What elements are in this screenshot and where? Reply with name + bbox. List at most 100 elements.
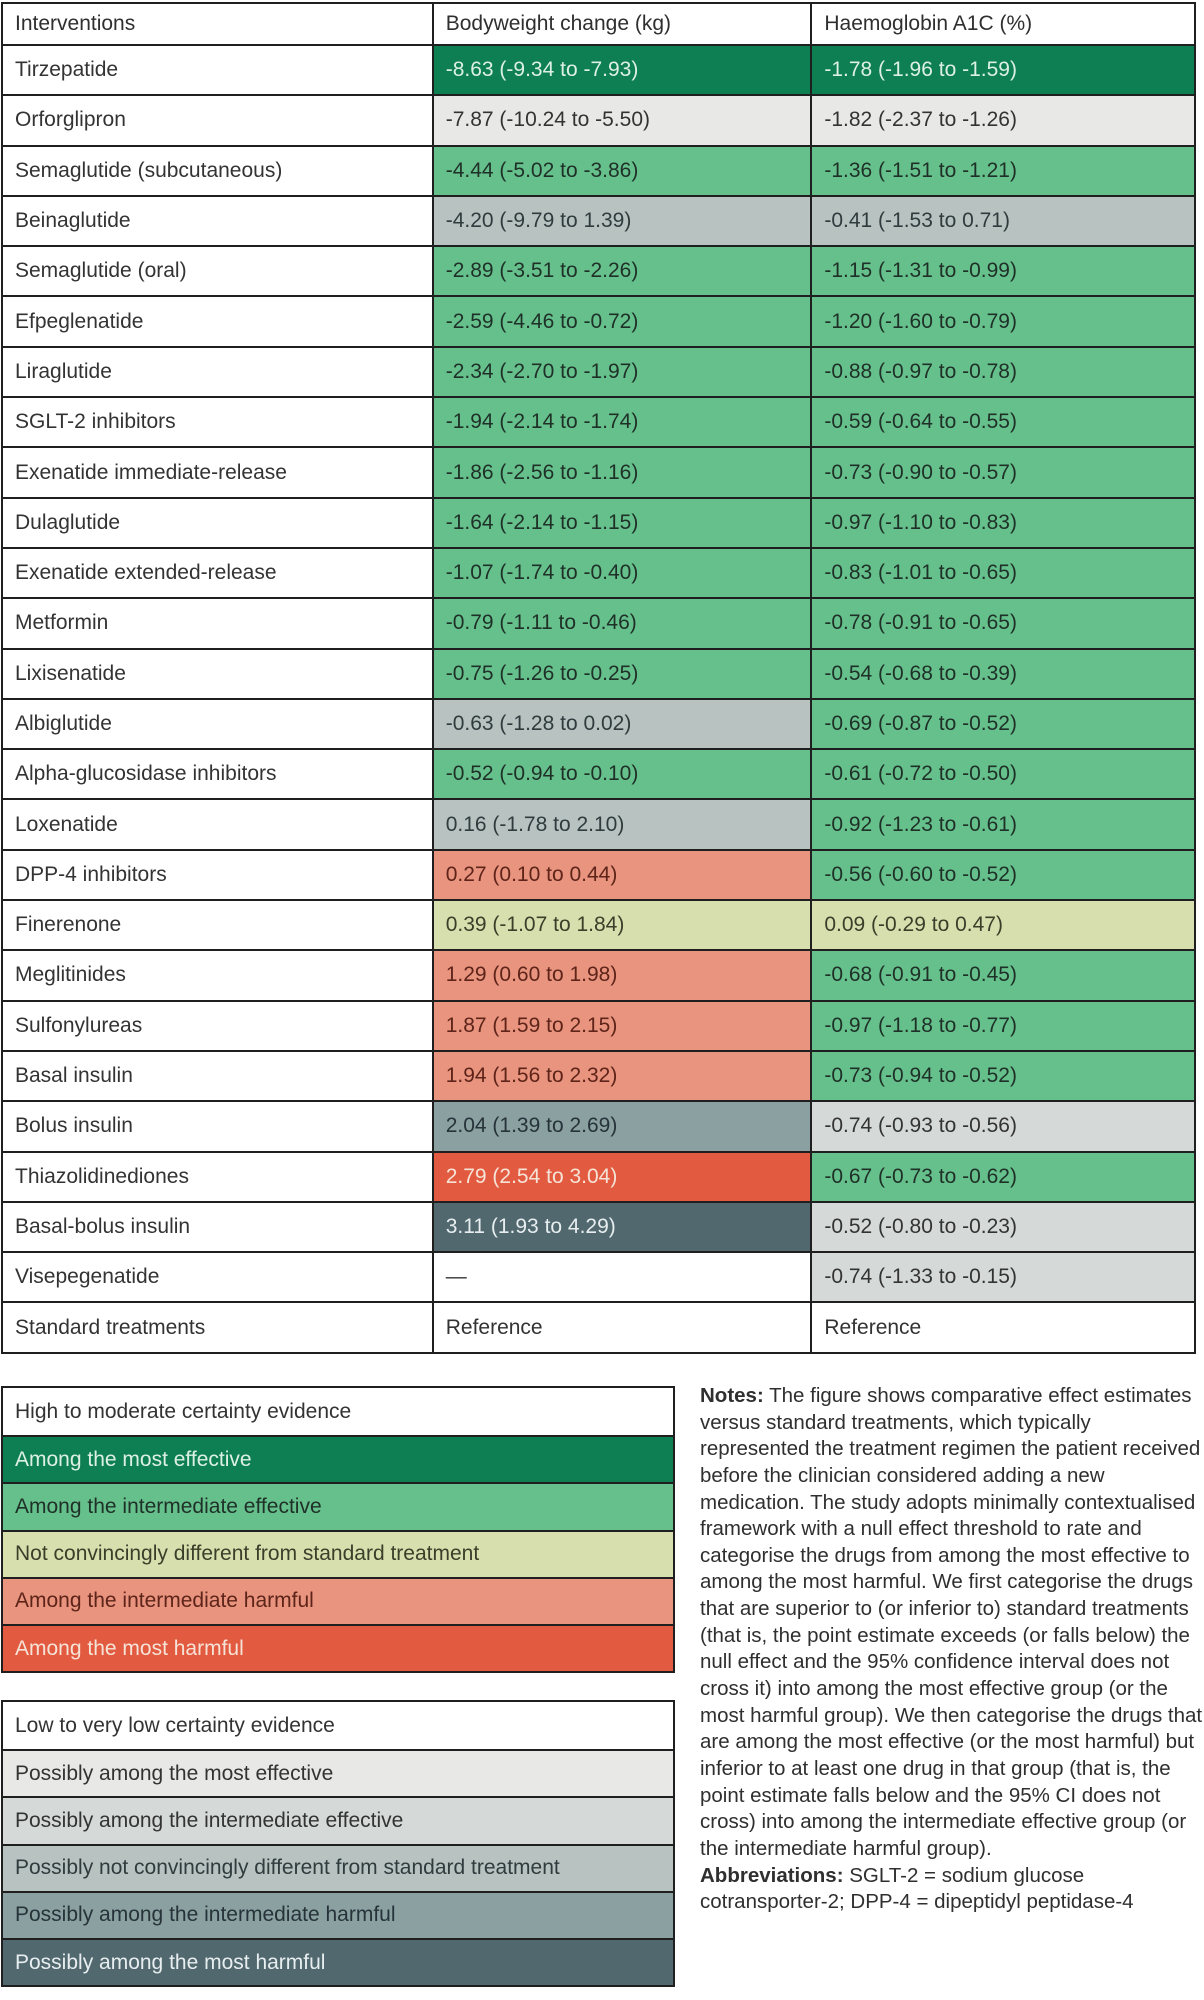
a1c-cell: -1.78 (-1.96 to -1.59) — [810, 43, 1196, 97]
a1c-cell: -0.92 (-1.23 to -0.61) — [810, 798, 1196, 851]
a1c-cell: -0.56 (-0.60 to -0.52) — [810, 848, 1196, 902]
bodyweight-cell: -2.59 (-4.46 to -0.72) — [431, 295, 813, 348]
intervention-cell: Orforglipron — [1, 94, 434, 147]
bodyweight-cell: -1.86 (-2.56 to -1.16) — [431, 446, 813, 499]
table-row: Basal insulin 1.94 (1.56 to 2.32) -0.73 (-… — [1, 1049, 1196, 1103]
intervention-cell: Loxenatide — [1, 798, 434, 851]
intervention-cell: Bolus insulin — [1, 1100, 434, 1153]
bodyweight-cell: 0.39 (-1.07 to 1.84) — [431, 899, 813, 952]
table-row: Basal-bolus insulin 3.11 (1.93 to 4.29) -0… — [1, 1200, 1196, 1254]
bodyweight-cell: 1.29 (0.60 to 1.98) — [431, 949, 813, 1002]
table-row: Dulaglutide -1.64 (-2.14 to -1.15) -0.97 (… — [1, 496, 1196, 549]
notes-paragraph: Notes: The figure shows comparative effe… — [700, 1383, 1204, 1863]
bodyweight-cell: Reference — [431, 1301, 813, 1354]
intervention-cell: Basal insulin — [1, 1049, 434, 1103]
bodyweight-cell: -0.75 (-1.26 to -0.25) — [431, 647, 813, 700]
bodyweight-cell: -2.34 (-2.70 to -1.97) — [431, 345, 813, 399]
notes-block: Notes: The figure shows comparative effe… — [700, 1383, 1204, 1916]
bodyweight-cell: -0.63 (-1.28 to 0.02) — [431, 697, 813, 751]
a1c-cell: -0.68 (-0.91 to -0.45) — [810, 949, 1196, 1002]
notes-text: The figure shows comparative effect esti… — [700, 1384, 1203, 1860]
legend-item: Among the most harmful — [3, 1623, 673, 1672]
table-row: Standard treatments Reference Reference — [1, 1301, 1196, 1354]
legend-high-certainty: High to moderate certainty evidence Amon… — [1, 1386, 675, 1674]
abbreviations-label: Abbreviations: — [700, 1863, 844, 1887]
intervention-cell: Semaglutide (subcutaneous) — [1, 144, 434, 197]
table-row: Meglitinides 1.29 (0.60 to 1.98) -0.68 (-0… — [1, 949, 1196, 1002]
intervention-cell: Basal-bolus insulin — [1, 1200, 434, 1254]
intervention-cell: Semaglutide (oral) — [1, 245, 434, 298]
intervention-cell: Alpha-glucosidase inhibitors — [1, 748, 434, 801]
table-row: Sulfonylureas 1.87 (1.59 to 2.15) -0.97 (-… — [1, 999, 1196, 1052]
table-row: Beinaglutide -4.20 (-9.79 to 1.39) -0.41 (… — [1, 194, 1196, 248]
table-row: Efpeglenatide -2.59 (-4.46 to -0.72) -1.20… — [1, 295, 1196, 348]
intervention-cell: Visepegenatide — [1, 1251, 434, 1304]
intervention-cell: Exenatide immediate-release — [1, 446, 434, 499]
bodyweight-cell: 1.87 (1.59 to 2.15) — [431, 999, 813, 1052]
notes-label: Notes: — [700, 1384, 764, 1407]
bodyweight-cell: -7.87 (-10.24 to -5.50) — [431, 94, 813, 147]
legend-high-title: High to moderate certainty evidence — [15, 1399, 352, 1423]
bodyweight-cell: -1.94 (-2.14 to -1.74) — [431, 396, 813, 449]
intervention-cell: Metformin — [1, 597, 434, 650]
a1c-cell: -0.59 (-0.64 to -0.55) — [810, 396, 1196, 449]
legend-low-title: Low to very low certainty evidence — [15, 1713, 335, 1737]
a1c-cell: -0.88 (-0.97 to -0.78) — [810, 345, 1196, 399]
table-row: Liraglutide -2.34 (-2.70 to -1.97) -0.88 (… — [1, 345, 1196, 399]
table-row: Visepegenatide — -0.74 (-1.33 to -0.15) — [1, 1251, 1196, 1304]
bodyweight-cell: 1.94 (1.56 to 2.32) — [431, 1049, 813, 1103]
bodyweight-cell: -1.07 (-1.74 to -0.40) — [431, 546, 813, 600]
bodyweight-cell: 0.27 (0.10 to 0.44) — [431, 848, 813, 902]
a1c-cell: -0.78 (-0.91 to -0.65) — [810, 597, 1196, 650]
intervention-cell: Liraglutide — [1, 345, 434, 399]
a1c-cell: -0.97 (-1.18 to -0.77) — [810, 999, 1196, 1052]
a1c-cell: 0.09 (-0.29 to 0.47) — [810, 899, 1196, 952]
intervention-cell: Thiazolidinediones — [1, 1150, 434, 1203]
a1c-cell: -0.74 (-1.33 to -0.15) — [810, 1251, 1196, 1304]
a1c-cell: -1.15 (-1.31 to -0.99) — [810, 245, 1196, 298]
a1c-cell: -0.52 (-0.80 to -0.23) — [810, 1200, 1196, 1254]
bodyweight-cell: -4.44 (-5.02 to -3.86) — [431, 144, 813, 197]
table-row: Thiazolidinediones 2.79 (2.54 to 3.04) -0.… — [1, 1150, 1196, 1203]
table-row: Loxenatide 0.16 (-1.78 to 2.10) -0.92 (-1.… — [1, 798, 1196, 851]
table-row: Bolus insulin 2.04 (1.39 to 2.69) -0.74 (-… — [1, 1100, 1196, 1153]
a1c-cell: -0.74 (-0.93 to -0.56) — [810, 1100, 1196, 1153]
legend-item: Possibly among the most effective — [3, 1749, 673, 1797]
effects-table: Interventions Bodyweight change (kg) Hae… — [1, 2, 1196, 1354]
intervention-cell: SGLT-2 inhibitors — [1, 396, 434, 449]
table-row: Albiglutide -0.63 (-1.28 to 0.02) -0.69 (-… — [1, 697, 1196, 751]
a1c-cell: Reference — [810, 1301, 1196, 1354]
table-row: Semaglutide (oral) -2.89 (-3.51 to -2.26)… — [1, 245, 1196, 298]
a1c-cell: -1.20 (-1.60 to -0.79) — [810, 295, 1196, 348]
a1c-cell: -0.67 (-0.73 to -0.62) — [810, 1150, 1196, 1203]
table-row: Metformin -0.79 (-1.11 to -0.46) -0.78 (-0… — [1, 597, 1196, 650]
legend-item: Among the intermediate harmful — [3, 1576, 673, 1624]
legend-item: Possibly among the intermediate effectiv… — [3, 1796, 673, 1844]
abbreviations-paragraph: Abbreviations: SGLT-2 = sodium glucose c… — [700, 1863, 1204, 1916]
table-row: Tirzepatide -8.63 (-9.34 to -7.93) -1.78 (… — [1, 43, 1196, 97]
bodyweight-cell: -4.20 (-9.79 to 1.39) — [431, 194, 813, 248]
intervention-cell: Lixisenatide — [1, 647, 434, 700]
bodyweight-cell: 2.79 (2.54 to 3.04) — [431, 1150, 813, 1203]
col-header-a1c: Haemoglobin A1C (%) — [810, 2, 1196, 46]
bodyweight-cell: -8.63 (-9.34 to -7.93) — [431, 43, 813, 97]
bodyweight-cell: -1.64 (-2.14 to -1.15) — [431, 496, 813, 549]
abbreviations-text: SGLT-2 = sodium glucose cotransporter-2;… — [700, 1863, 1134, 1914]
table-row: Lixisenatide -0.75 (-1.26 to -0.25) -0.54 … — [1, 647, 1196, 700]
table-header-row: Interventions Bodyweight change (kg) Hae… — [1, 2, 1196, 46]
intervention-cell: Beinaglutide — [1, 194, 434, 248]
a1c-cell: -0.69 (-0.87 to -0.52) — [810, 697, 1196, 751]
bodyweight-cell: -2.89 (-3.51 to -2.26) — [431, 245, 813, 298]
legend-low-certainty: Low to very low certainty evidence Possi… — [1, 1700, 675, 1988]
table-row: DPP-4 inhibitors 0.27 (0.10 to 0.44) -0.56… — [1, 848, 1196, 902]
intervention-cell: Exenatide extended-release — [1, 546, 434, 600]
table-row: Semaglutide (subcutaneous) -4.44 (-5.02 t… — [1, 144, 1196, 197]
a1c-cell: -0.73 (-0.94 to -0.52) — [810, 1049, 1196, 1103]
intervention-cell: Standard treatments — [1, 1301, 434, 1354]
col-header-interventions: Interventions — [1, 2, 434, 46]
table-row: Finerenone 0.39 (-1.07 to 1.84) 0.09 (-0.2… — [1, 899, 1196, 952]
intervention-cell: Meglitinides — [1, 949, 434, 1002]
bodyweight-cell: -0.79 (-1.11 to -0.46) — [431, 597, 813, 650]
legend-item: Possibly among the most harmful — [3, 1937, 673, 1986]
